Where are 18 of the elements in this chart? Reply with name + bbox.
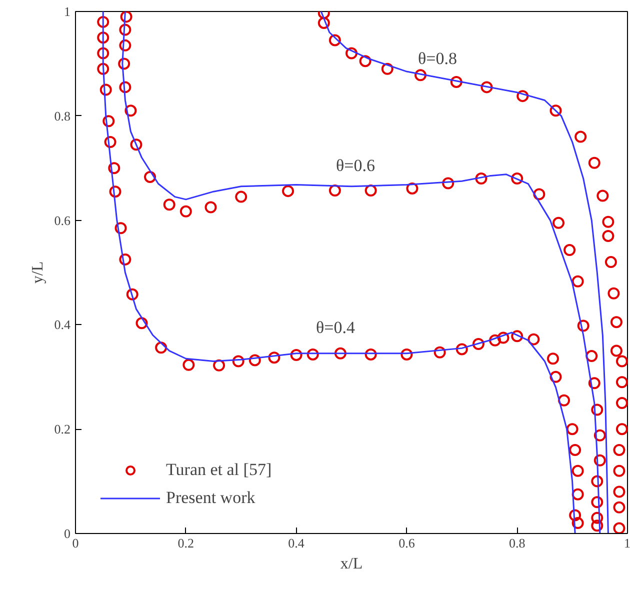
y-tick-label: 0.4 bbox=[54, 317, 71, 332]
x-tick-label: 1 bbox=[624, 536, 630, 550]
y-tick-label: 0.2 bbox=[54, 422, 70, 437]
legend-label: Present work bbox=[166, 488, 256, 508]
x-tick-label: 0.8 bbox=[508, 536, 526, 550]
legend-label: Turan et al [57] bbox=[166, 460, 272, 480]
y-tick-label: 1 bbox=[64, 4, 70, 19]
x-tick-label: 0.4 bbox=[288, 536, 305, 550]
y-tick-label: 0 bbox=[64, 526, 70, 541]
y-tick-label: 0.8 bbox=[54, 108, 70, 124]
annotation: θ=0.8 bbox=[418, 49, 457, 68]
annotation: θ=0.4 bbox=[316, 318, 356, 337]
x-tick-label: 0.6 bbox=[398, 536, 416, 550]
y-axis-title: y/L bbox=[29, 261, 46, 284]
x-tick-label: 0.2 bbox=[178, 536, 194, 550]
x-axis-title: x/L bbox=[340, 556, 363, 572]
annotation: θ=0.6 bbox=[336, 156, 375, 175]
y-tick-label: 0.6 bbox=[54, 212, 71, 228]
